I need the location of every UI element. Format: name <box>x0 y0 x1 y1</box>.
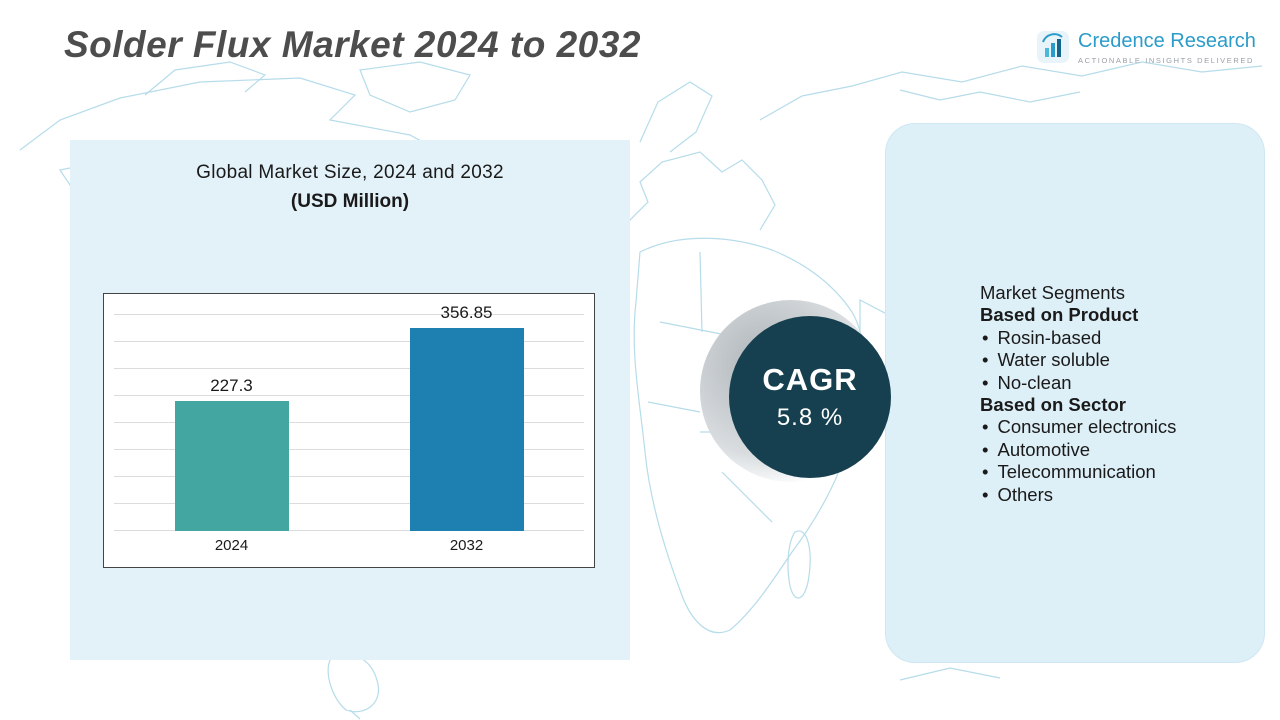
logo-tagline: Actionable Insights Delivered <box>1078 56 1255 65</box>
segment-item: Rosin-based <box>980 327 1250 349</box>
segments-panel: Market Segments Based on Product Rosin-b… <box>885 123 1265 663</box>
logo-chart-icon <box>1037 31 1069 63</box>
bar-category-label: 2024 <box>214 536 249 554</box>
bar-group-2024: 227.3 2024 <box>174 376 289 559</box>
chart-bars: 227.3 2024 356.85 2032 <box>114 303 584 559</box>
cagr-badge: CAGR 5.8 % <box>729 316 891 478</box>
segment-item: Water soluble <box>980 349 1250 371</box>
segment-item: No-clean <box>980 372 1250 394</box>
segments-list: Market Segments Based on Product Rosin-b… <box>980 282 1250 506</box>
segment-group-title-product: Based on Product <box>980 304 1139 326</box>
bar-chart: 227.3 2024 356.85 2032 <box>103 293 595 568</box>
segments-heading: Market Segments <box>980 282 1125 303</box>
cagr-label: CAGR <box>762 362 858 397</box>
chart-heading: Global Market Size, 2024 and 2032 (USD M… <box>70 162 630 213</box>
chart-heading-line2: (USD Million) <box>290 191 410 212</box>
brand-logo: Credence Research Actionable Insights De… <box>1036 30 1256 65</box>
segment-item: Others <box>980 484 1250 506</box>
logo-name: Credence Research <box>1078 30 1256 52</box>
bar-value-label: 356.85 <box>440 303 493 322</box>
bar-value-label: 227.3 <box>210 376 253 395</box>
bar-2032 <box>409 328 524 531</box>
chart-heading-line1: Global Market Size, 2024 and 2032 <box>196 162 504 183</box>
segment-group-title-sector: Based on Sector <box>980 394 1126 416</box>
segment-item: Consumer electronics <box>980 416 1250 438</box>
cagr-value: 5.8 % <box>776 404 844 431</box>
segment-item: Automotive <box>980 439 1250 461</box>
bar-category-label: 2032 <box>449 536 484 554</box>
page-title: Solder Flux Market 2024 to 2032 <box>64 24 641 65</box>
bar-2024 <box>174 401 289 531</box>
segment-item: Telecommunication <box>980 461 1250 483</box>
bar-group-2032: 356.85 2032 <box>409 303 524 559</box>
